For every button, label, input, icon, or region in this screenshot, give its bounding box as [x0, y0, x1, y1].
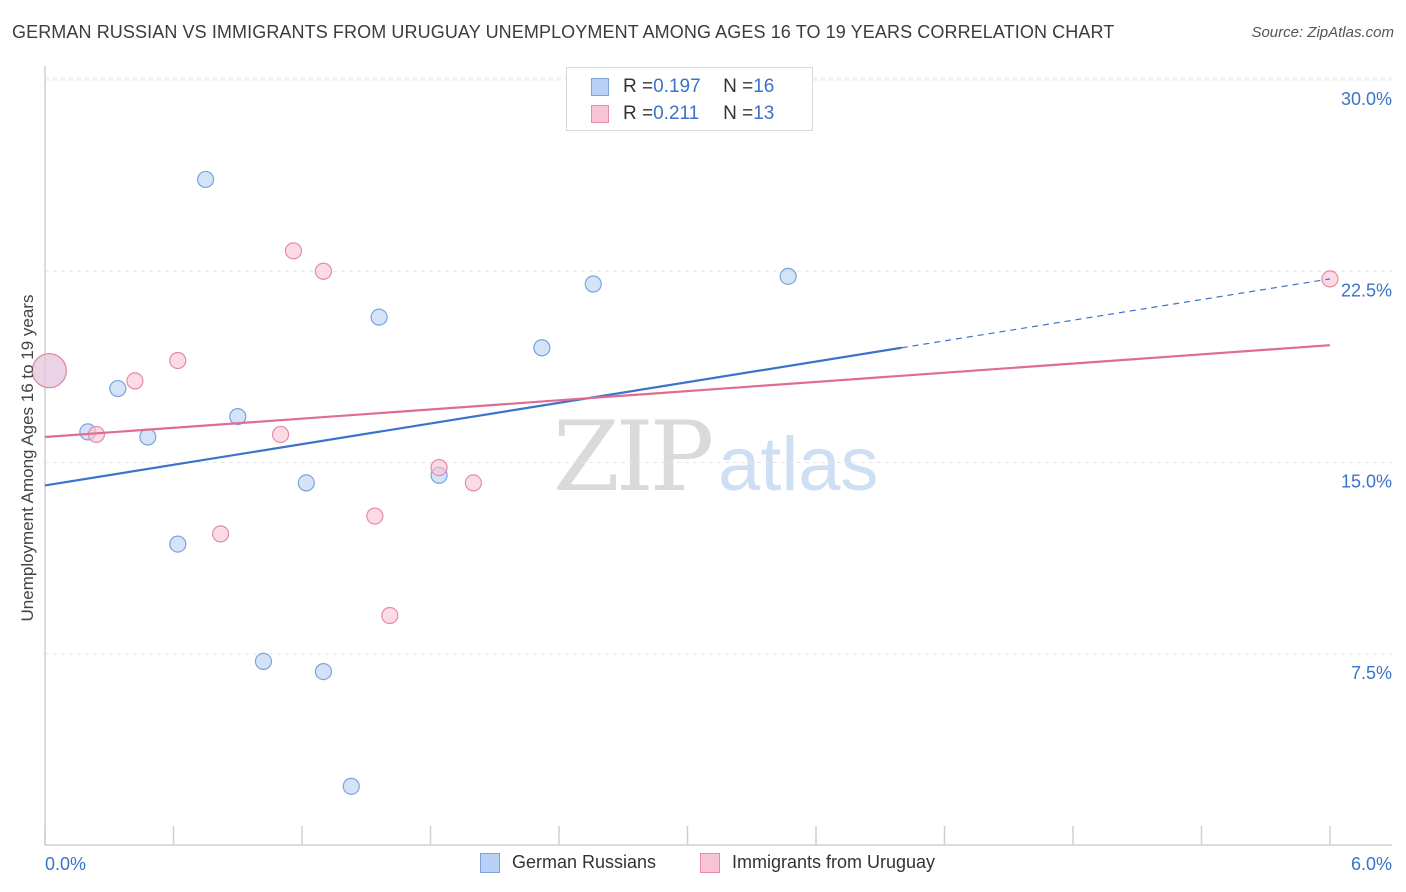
n-label: N =	[723, 76, 754, 97]
r-label: R =	[623, 76, 654, 97]
data-point	[254, 652, 273, 671]
stats-legend: R = 0.197 N = 16 R = 0.211 N = 13	[566, 67, 813, 131]
data-point	[139, 428, 157, 446]
n-value: 13	[753, 103, 775, 124]
data-point	[533, 339, 551, 357]
y-axis-label: Unemployment Among Ages 16 to 19 years	[18, 294, 37, 622]
r-value: 0.197	[653, 76, 701, 97]
data-point	[126, 372, 144, 390]
data-point	[370, 308, 388, 326]
data-point	[342, 777, 360, 795]
data-point	[430, 459, 448, 477]
r-label: R =	[623, 103, 654, 124]
trend-line-german-russians-extension	[901, 278, 1331, 349]
legend-item-immigrants-uruguay[interactable]: Immigrants from Uruguay	[700, 852, 935, 873]
blue-swatch	[480, 852, 500, 873]
x-tick-label-min: 0.0%	[45, 854, 86, 874]
trend-line-german-russians	[44, 346, 902, 487]
data-point	[297, 474, 315, 492]
watermark-atlas: atlas	[718, 422, 879, 507]
data-point	[197, 170, 215, 189]
y-tick-label: 7.5%	[1351, 663, 1392, 683]
chart-title: GERMAN RUSSIAN VS IMMIGRANTS FROM URUGUA…	[12, 22, 1115, 42]
data-point	[284, 242, 303, 260]
data-point-large	[31, 353, 67, 389]
pink-swatch	[591, 105, 609, 123]
data-point	[584, 275, 602, 293]
source-label: Source: ZipAtlas.com	[1251, 24, 1394, 41]
data-point	[779, 267, 797, 285]
stats-row-german-russians: R = 0.197 N = 16	[591, 75, 774, 99]
data-point	[212, 525, 230, 543]
y-tick-label: 22.5%	[1341, 280, 1392, 300]
data-point	[169, 535, 187, 553]
legend-label: Immigrants from Uruguay	[732, 852, 936, 872]
data-point	[464, 474, 482, 492]
blue-swatch	[591, 78, 609, 96]
trend-line-immigrants-uruguay	[44, 344, 1331, 439]
legend-item-german-russians[interactable]: German Russians	[480, 852, 656, 873]
n-label: N =	[723, 103, 754, 124]
stats-row-immigrants-uruguay: R = 0.211 N = 13	[591, 102, 774, 126]
n-value: 16	[753, 76, 775, 97]
data-point	[229, 408, 247, 426]
data-point	[314, 662, 333, 681]
pink-swatch	[700, 852, 720, 873]
data-point	[366, 507, 384, 525]
data-point	[169, 351, 187, 370]
data-point	[314, 262, 333, 280]
watermark-zip: ZIP	[553, 401, 712, 513]
y-tick-label: 15.0%	[1341, 472, 1392, 492]
data-point	[271, 425, 290, 444]
y-tick-label: 30.0%	[1341, 89, 1392, 109]
x-tick-label-max: 6.0%	[1351, 854, 1392, 874]
data-point	[381, 606, 399, 625]
legend-label: German Russians	[512, 852, 657, 872]
data-point	[109, 379, 127, 398]
r-value: 0.211	[653, 103, 700, 124]
